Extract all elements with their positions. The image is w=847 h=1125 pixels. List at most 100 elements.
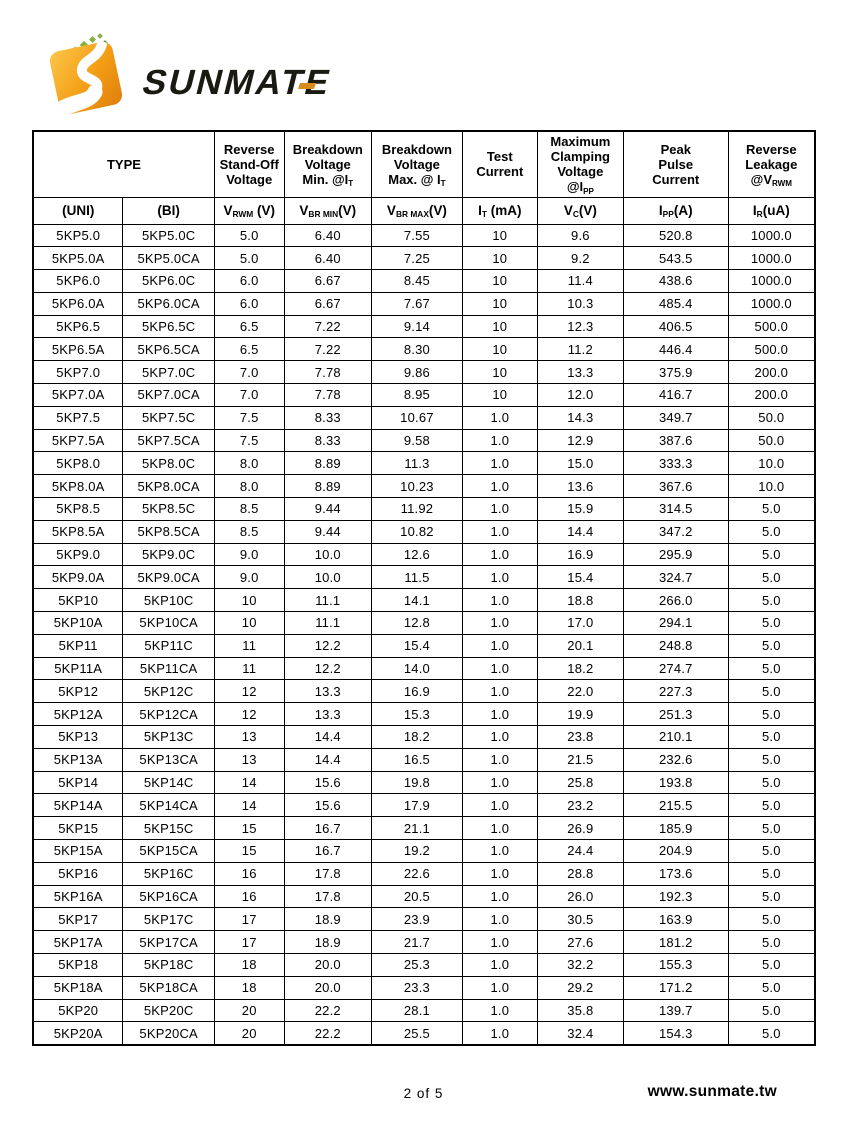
table-cell: 446.4 (622, 337, 729, 362)
table-cell: 16 (213, 884, 285, 909)
part-number-cell: 5KP8.0CA (122, 474, 215, 499)
table-cell: 20.5 (371, 884, 463, 909)
table-cell: 23.3 (371, 975, 463, 1000)
table-cell: 5.0 (727, 770, 816, 795)
table-cell: 185.9 (622, 816, 729, 841)
part-number-cell: 5KP8.5C (122, 497, 215, 521)
table-cell: 12.2 (283, 633, 373, 658)
table-cell: 16.9 (371, 679, 463, 704)
table-cell: 1.0 (461, 565, 538, 590)
table-cell: 16.7 (283, 839, 373, 863)
table-cell: 1.0 (461, 953, 538, 977)
table-cell: 1.0 (461, 907, 538, 932)
table-cell: 5.0 (727, 497, 816, 521)
part-number-cell: 5KP6.0A (32, 291, 124, 316)
table-cell: 248.8 (622, 633, 729, 658)
logo-wordmark: SUNMATE (139, 62, 337, 101)
table-cell: 23.9 (371, 907, 463, 932)
table-cell: 11.1 (283, 611, 373, 635)
table-cell: 21.5 (536, 747, 624, 772)
part-number-cell: 5KP10A (32, 611, 124, 635)
table-cell: 8.33 (283, 405, 373, 430)
part-number-cell: 5KP14C (122, 770, 215, 795)
table-cell: 8.33 (283, 428, 373, 453)
table-cell: 15.6 (283, 793, 373, 818)
part-number-cell: 5KP12 (32, 679, 124, 704)
part-number-cell: 5KP17 (32, 907, 124, 932)
table-cell: 29.2 (536, 975, 624, 1000)
part-number-cell: 5KP6.0CA (122, 291, 215, 316)
part-number-cell: 5KP18CA (122, 975, 215, 1000)
part-number-cell: 5KP20 (32, 998, 124, 1023)
table-cell: 11.2 (536, 337, 624, 362)
part-number-cell: 5KP6.0C (122, 269, 215, 293)
table-cell: 367.6 (622, 474, 729, 499)
table-cell: 1000.0 (727, 246, 816, 271)
table-cell: 7.55 (371, 223, 463, 248)
table-row: 5KP8.5A 5KP8.5CA 8.5 9.44 10.82 1.0 14.4 347.2 5… (32, 519, 816, 544)
part-number-cell: 5KP13A (32, 747, 124, 772)
table-cell: 10 (461, 291, 538, 316)
table-cell: 23.8 (536, 725, 624, 749)
table-cell: 1.0 (461, 770, 538, 795)
table-row: 5KP8.5 5KP8.5C 8.5 9.44 11.92 1.0 15.9 314.5 5.0 (32, 497, 816, 521)
table-row: 5KP15A 5KP15CA 15 16.7 19.2 1.0 24.4 204.9 5.0 (32, 839, 816, 863)
col-unit-ir: IR(uA) (727, 196, 816, 225)
table-cell: 28.1 (371, 998, 463, 1023)
part-number-cell: 5KP8.5A (32, 519, 124, 544)
table-cell: 14.1 (371, 588, 463, 613)
part-number-cell: 5KP6.5CA (122, 337, 215, 362)
table-cell: 7.22 (283, 337, 373, 362)
table-body: 5KP5.0 5KP5.0C 5.0 6.40 7.55 10 9.6 520.8 1000.0… (32, 223, 816, 1046)
table-cell: 50.0 (727, 405, 816, 430)
part-number-cell: 5KP18A (32, 975, 124, 1000)
table-cell: 8.0 (213, 474, 285, 499)
table-cell: 8.45 (371, 269, 463, 293)
table-cell: 18.9 (283, 930, 373, 954)
col-unit-vc: VC(V) (536, 196, 624, 225)
table-cell: 10 (461, 383, 538, 407)
table-cell: 295.9 (622, 542, 729, 567)
table-cell: 171.2 (622, 975, 729, 1000)
table-cell: 25.5 (371, 1021, 463, 1046)
table-cell: 10 (213, 611, 285, 635)
table-cell: 6.5 (213, 314, 285, 339)
table-row: 5KP5.0 5KP5.0C 5.0 6.40 7.55 10 9.6 520.8 1000.0 (32, 223, 816, 248)
sunmate-logo-icon: SUNMATE (48, 33, 337, 116)
table-cell: 13 (213, 747, 285, 772)
part-number-cell: 5KP15 (32, 816, 124, 841)
part-number-cell: 5KP15CA (122, 839, 215, 863)
table-cell: 21.1 (371, 816, 463, 841)
part-number-cell: 5KP11C (122, 633, 215, 658)
header-units-row: (UNI) (BI) VRWM (V) VBR MIN(V) VBR MAX(V… (32, 196, 816, 225)
table-cell: 9.44 (283, 497, 373, 521)
table-cell: 11.1 (283, 588, 373, 613)
table-cell: 25.8 (536, 770, 624, 795)
table-cell: 6.0 (213, 269, 285, 293)
table-cell: 10.0 (727, 474, 816, 499)
page-indicator: 2 of 5 (403, 1086, 444, 1101)
table-cell: 1.0 (461, 747, 538, 772)
table-row: 5KP15 5KP15C 15 16.7 21.1 1.0 26.9 185.9 5.0 (32, 816, 816, 841)
part-number-cell: 5KP8.5 (32, 497, 124, 521)
table-cell: 13.3 (536, 360, 624, 385)
col-header-reverse-leakage: Reverse Leakage @VRWM (727, 130, 816, 198)
table-cell: 15.3 (371, 702, 463, 727)
table-cell: 9.0 (213, 565, 285, 590)
website-link[interactable]: www.sunmate.tw (647, 1083, 777, 1100)
part-number-cell: 5KP13C (122, 725, 215, 749)
table-cell: 10 (461, 269, 538, 293)
table-cell: 1.0 (461, 679, 538, 704)
table-cell: 8.0 (213, 451, 285, 476)
table-cell: 21.7 (371, 930, 463, 954)
table-row: 5KP5.0A 5KP5.0CA 5.0 6.40 7.25 10 9.2 543.5 1000… (32, 246, 816, 271)
col-unit-bi: (BI) (122, 196, 215, 225)
table-cell: 200.0 (727, 383, 816, 407)
part-number-cell: 5KP7.0 (32, 360, 124, 385)
part-number-cell: 5KP7.0C (122, 360, 215, 385)
table-cell: 274.7 (622, 656, 729, 681)
table-cell: 1.0 (461, 793, 538, 818)
table-cell: 11.4 (536, 269, 624, 293)
table-cell: 375.9 (622, 360, 729, 385)
part-number-cell: 5KP8.0C (122, 451, 215, 476)
